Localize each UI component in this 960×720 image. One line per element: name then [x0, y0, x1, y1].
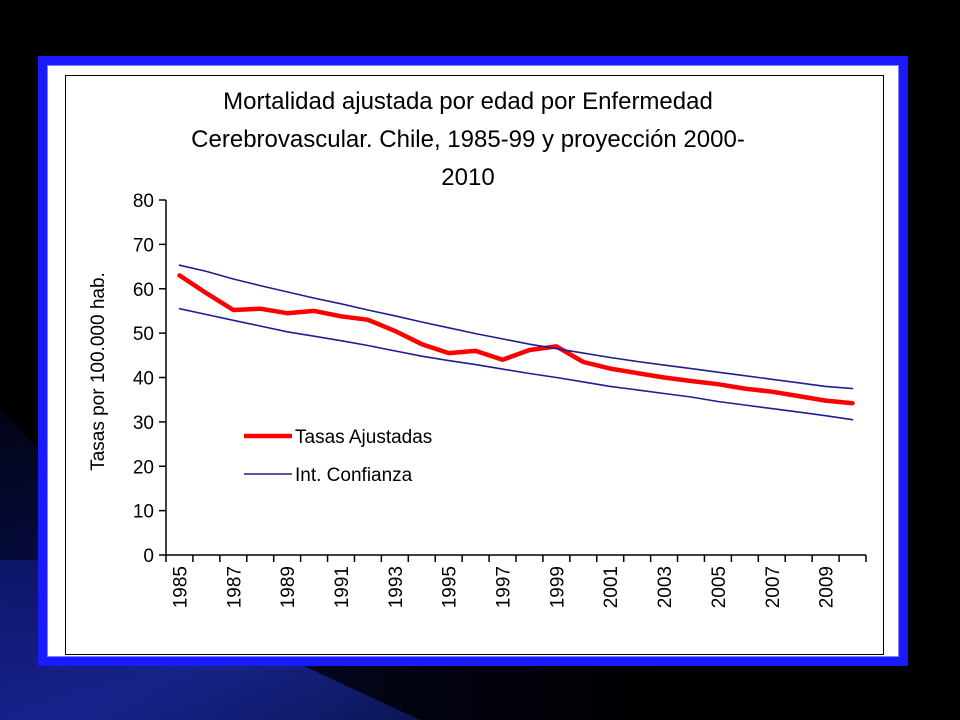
x-tick-label: 1993 [386, 566, 407, 608]
series-line-tasas-ajustadas [177, 273, 855, 406]
chart-title-line-3: 2010 [441, 164, 495, 191]
x-tick-label: 2003 [655, 566, 676, 608]
x-tick-label: 1991 [332, 566, 353, 608]
y-tick-label: 10 [133, 502, 154, 523]
x-tick-label: 2005 [709, 566, 730, 608]
y-tick-label: 40 [133, 369, 154, 390]
x-tick-label: 2009 [817, 566, 838, 608]
y-tick-label: 30 [133, 413, 154, 434]
series-line-confianza-lower [178, 307, 854, 421]
y-tick-label: 0 [143, 546, 154, 567]
y-tick-label: 80 [133, 191, 154, 212]
x-tick-label: 1999 [547, 566, 568, 608]
x-tick-label: 1997 [494, 566, 515, 608]
series-line-confianza-upper [178, 264, 854, 390]
chart-title: Mortalidad ajustada por edad por Enferme… [18, 83, 918, 197]
y-axis-label: Tasas por 100.000 hab. [88, 272, 109, 471]
x-tick-label: 1989 [278, 566, 299, 608]
x-tick-label: 2007 [763, 566, 784, 608]
chart-title-line-1: Mortalidad ajustada por edad por Enferme… [223, 88, 713, 115]
x-tick-label: 1987 [224, 566, 245, 608]
y-tick-label: 50 [133, 324, 154, 345]
y-tick-label: 70 [133, 235, 154, 256]
x-tick-label: 1985 [170, 566, 191, 608]
y-tick-label: 20 [133, 457, 154, 478]
x-tick-label: 1995 [440, 566, 461, 608]
chart-axes: 0 10 20 30 40 50 60 70 80 1985 1987 1989 1991 1993 199… [133, 191, 867, 608]
y-tick-label: 60 [133, 280, 154, 301]
chart-title-line-2: Cerebrovascular. Chile, 1985-99 y proyec… [191, 126, 745, 153]
legend-label: Int. Confianza [295, 465, 413, 486]
chart-legend: Tasas Ajustadas Int. Confianza [244, 427, 432, 486]
legend-label: Tasas Ajustadas [295, 427, 432, 448]
x-tick-label: 2001 [601, 566, 622, 608]
chart-series [177, 264, 855, 421]
